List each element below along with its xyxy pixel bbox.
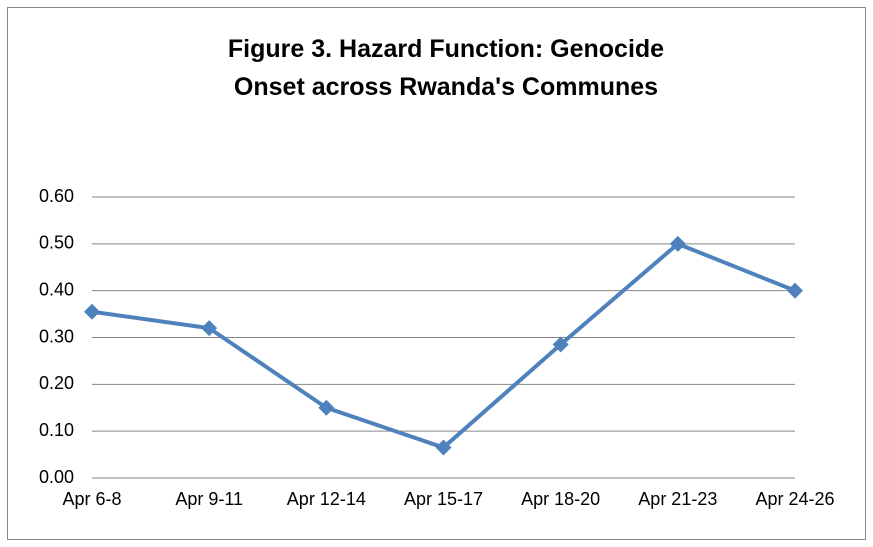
y-tick-label: 0.20: [39, 373, 74, 393]
data-point: [787, 282, 803, 299]
y-tick-label: 0.50: [39, 233, 74, 253]
x-tick-label: Apr 18-20: [521, 489, 600, 509]
data-point: [669, 235, 686, 252]
x-tick-label: Apr 12-14: [287, 489, 366, 509]
data-point: [318, 399, 335, 416]
x-tick-label: Apr 24-26: [755, 489, 834, 509]
data-point: [435, 439, 452, 456]
x-tick-label: Apr 9-11: [175, 489, 243, 509]
x-tick-label: Apr 6-8: [62, 489, 121, 509]
chart-border: [7, 7, 866, 540]
y-tick-label: 0.60: [39, 186, 74, 206]
data-point: [552, 336, 569, 353]
data-point: [84, 303, 100, 320]
x-tick-label: Apr 21-23: [638, 489, 717, 509]
y-tick-label: 0.10: [39, 420, 74, 440]
y-tick-label: 0.30: [39, 326, 74, 346]
x-tick-label: Apr 15-17: [404, 489, 483, 509]
data-point: [201, 320, 218, 337]
y-tick-label: 0.00: [39, 467, 74, 487]
y-tick-label: 0.40: [39, 279, 74, 299]
chart-title: Figure 3. Hazard Function: Genocide Onse…: [227, 35, 665, 101]
